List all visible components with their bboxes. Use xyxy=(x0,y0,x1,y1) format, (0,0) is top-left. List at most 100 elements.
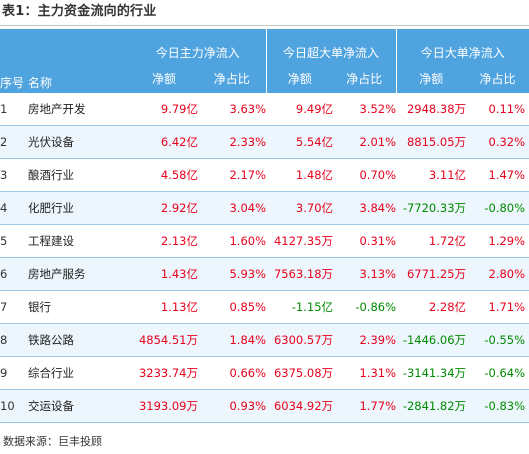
net-amount-cell: -1446.06万 xyxy=(396,323,467,357)
table-row: 7 银行 1.13亿 0.85% -1.15亿 -0.86% 2.28亿 1.71% xyxy=(0,290,529,324)
row-index: 1 xyxy=(0,93,28,126)
net-amount-cell: 5.54亿 xyxy=(266,125,334,159)
header-net-ratio: 净占比 xyxy=(466,63,529,93)
net-amount-cell: 2.13亿 xyxy=(130,224,198,258)
net-ratio-cell: 1.77% xyxy=(333,389,397,423)
industry-name: 化肥行业 xyxy=(28,191,130,225)
net-amount-cell: -3141.34万 xyxy=(396,356,467,390)
header-group-large: 今日大单净流入 xyxy=(395,29,529,63)
net-ratio-cell: 3.63% xyxy=(198,93,267,126)
title-divider xyxy=(0,25,529,26)
industry-name: 银行 xyxy=(28,290,130,324)
table-title: 表1：主力资金流向的行业 xyxy=(2,4,157,19)
net-amount-cell: 2948.38万 xyxy=(396,93,467,126)
industry-name: 铁路公路 xyxy=(28,323,130,357)
net-amount-cell: 1.72亿 xyxy=(396,224,467,258)
row-index: 10 xyxy=(0,389,28,423)
table-row: 3 酿酒行业 4.58亿 2.17% 1.48亿 0.70% 3.11亿 1.47% xyxy=(0,158,529,192)
header-net-amount: 净额 xyxy=(265,63,334,93)
net-ratio-cell: 0.85% xyxy=(198,290,267,324)
table-row: 8 铁路公路 4854.51万 1.84% 6300.57万 2.39% -1446.06万… xyxy=(0,323,529,357)
net-ratio-cell: 2.33% xyxy=(198,125,267,159)
industry-name: 房地产服务 xyxy=(28,257,130,291)
table-row: 9 综合行业 3233.74万 0.66% 6375.08万 1.31% -3141.34万… xyxy=(0,356,529,390)
industry-name: 房地产开发 xyxy=(28,93,130,126)
row-index: 2 xyxy=(0,125,28,159)
net-amount-cell: 6300.57万 xyxy=(266,323,334,357)
net-ratio-cell: 3.04% xyxy=(198,191,267,225)
header-group-super-large: 今日超大单净流入 xyxy=(265,29,397,63)
net-ratio-cell: -0.86% xyxy=(333,290,397,324)
row-index: 6 xyxy=(0,257,28,291)
net-ratio-cell: 0.31% xyxy=(333,224,397,258)
table-body: 1 房地产开发 9.79亿 3.63% 9.49亿 3.52% 2948.38万 0.11% 2… xyxy=(0,93,529,423)
header-net-amount: 净额 xyxy=(130,63,198,93)
header-net-amount: 净额 xyxy=(395,63,467,93)
table-row: 5 工程建设 2.13亿 1.60% 4127.35万 0.31% 1.72亿 1.29% xyxy=(0,224,529,258)
header-net-ratio: 净占比 xyxy=(198,63,267,93)
industry-name: 酿酒行业 xyxy=(28,158,130,192)
net-ratio-cell: 1.84% xyxy=(198,323,267,357)
net-ratio-cell: -0.80% xyxy=(466,191,529,225)
net-amount-cell: 6034.92万 xyxy=(266,389,334,423)
net-amount-cell: -7720.33万 xyxy=(396,191,467,225)
net-ratio-cell: 0.32% xyxy=(466,125,529,159)
net-ratio-cell: 0.66% xyxy=(198,356,267,390)
industry-name: 光伏设备 xyxy=(28,125,130,159)
net-amount-cell: 9.49亿 xyxy=(266,93,334,126)
net-amount-cell: 4.58亿 xyxy=(130,158,198,192)
row-index: 3 xyxy=(0,158,28,192)
net-ratio-cell: 1.60% xyxy=(198,224,267,258)
net-amount-cell: 1.48亿 xyxy=(266,158,334,192)
net-amount-cell: 4127.35万 xyxy=(266,224,334,258)
data-source-note: 数据来源：巨丰投顾 xyxy=(3,435,102,448)
net-ratio-cell: 2.01% xyxy=(333,125,397,159)
net-amount-cell: 6.42亿 xyxy=(130,125,198,159)
header-name: 名称 xyxy=(28,29,130,93)
row-index: 4 xyxy=(0,191,28,225)
net-ratio-cell: 2.80% xyxy=(466,257,529,291)
net-amount-cell: 1.43亿 xyxy=(130,257,198,291)
industry-name: 交运设备 xyxy=(28,389,130,423)
net-ratio-cell: 0.70% xyxy=(333,158,397,192)
net-amount-cell: 2.28亿 xyxy=(396,290,467,324)
net-ratio-cell: 3.84% xyxy=(333,191,397,225)
net-ratio-cell: 0.11% xyxy=(466,93,529,126)
net-amount-cell: 1.13亿 xyxy=(130,290,198,324)
net-amount-cell: 2.92亿 xyxy=(130,191,198,225)
header-group-main: 今日主力净流入 xyxy=(130,29,267,63)
industry-name: 工程建设 xyxy=(28,224,130,258)
table-row: 4 化肥行业 2.92亿 3.04% 3.70亿 3.84% -7720.33万 -0.80% xyxy=(0,191,529,225)
net-ratio-cell: 5.93% xyxy=(198,257,267,291)
industry-name: 综合行业 xyxy=(28,356,130,390)
header-index: 序号 xyxy=(0,29,28,93)
net-ratio-cell: 3.13% xyxy=(333,257,397,291)
net-ratio-cell: 1.31% xyxy=(333,356,397,390)
table-row: 2 光伏设备 6.42亿 2.33% 5.54亿 2.01% 8815.05万 0.32% xyxy=(0,125,529,159)
table-row: 6 房地产服务 1.43亿 5.93% 7563.18万 3.13% 6771.25万 2.8… xyxy=(0,257,529,291)
net-ratio-cell: 3.52% xyxy=(333,93,397,126)
net-amount-cell: 4854.51万 xyxy=(130,323,198,357)
net-amount-cell: 8815.05万 xyxy=(396,125,467,159)
net-amount-cell: 3193.09万 xyxy=(130,389,198,423)
net-ratio-cell: -0.64% xyxy=(466,356,529,390)
net-amount-cell: 7563.18万 xyxy=(266,257,334,291)
capital-flow-table: 序号 名称 今日主力净流入 今日超大单净流入 今日大单净流入 净额 净占比 净额… xyxy=(0,29,529,423)
net-amount-cell: 6771.25万 xyxy=(396,257,467,291)
table-row: 10 交运设备 3193.09万 0.93% 6034.92万 1.77% -2841.82… xyxy=(0,389,529,423)
net-amount-cell: -2841.82万 xyxy=(396,389,467,423)
net-amount-cell: 3.11亿 xyxy=(396,158,467,192)
net-ratio-cell: -0.55% xyxy=(466,323,529,357)
header-net-ratio: 净占比 xyxy=(333,63,397,93)
net-ratio-cell: -0.83% xyxy=(466,389,529,423)
row-index: 9 xyxy=(0,356,28,390)
net-ratio-cell: 1.29% xyxy=(466,224,529,258)
net-amount-cell: 3233.74万 xyxy=(130,356,198,390)
net-ratio-cell: 2.39% xyxy=(333,323,397,357)
row-index: 8 xyxy=(0,323,28,357)
net-amount-cell: 9.79亿 xyxy=(130,93,198,126)
net-ratio-cell: 0.93% xyxy=(198,389,267,423)
net-ratio-cell: 1.47% xyxy=(466,158,529,192)
net-ratio-cell: 2.17% xyxy=(198,158,267,192)
row-index: 5 xyxy=(0,224,28,258)
